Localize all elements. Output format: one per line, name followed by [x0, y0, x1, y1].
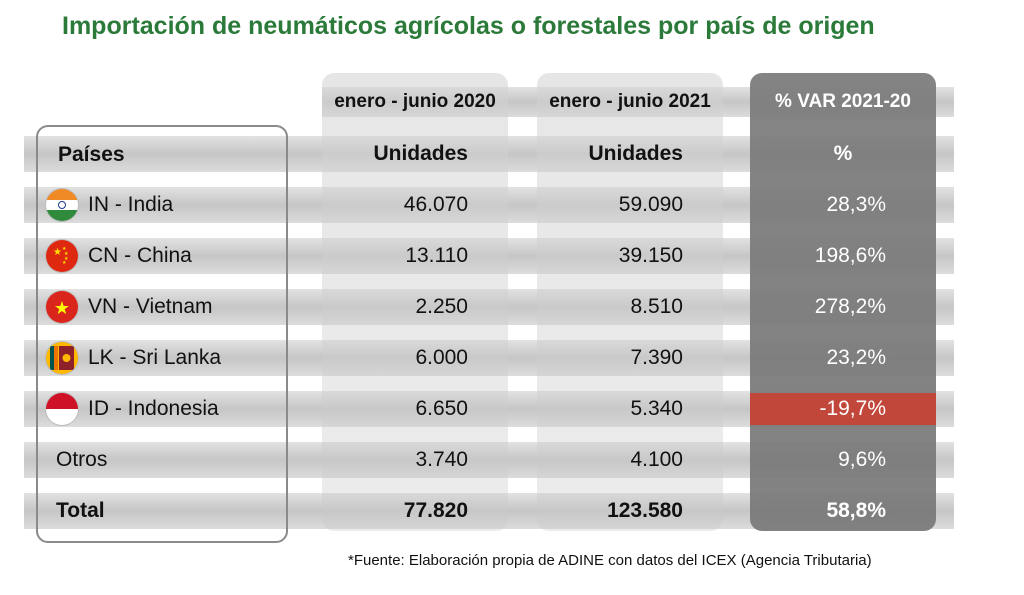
column-2020 — [322, 73, 508, 531]
var-cell: 9,6% — [838, 448, 886, 471]
units-2020-cell: 13.110 — [405, 244, 468, 267]
units-2021-cell: 7.390 — [630, 346, 683, 369]
units-2020-cell: 6.650 — [415, 397, 468, 420]
india-flag-icon — [46, 189, 78, 221]
china-flag-icon: ★ ★ ★ ★ ★ — [46, 240, 78, 272]
var-cell-negative: -19,7% — [819, 397, 886, 420]
period-header-2021: enero - junio 2021 — [549, 91, 711, 112]
units-2021-cell: 5.340 — [630, 397, 683, 420]
column-2021 — [537, 73, 723, 531]
var-cell: 278,2% — [814, 295, 886, 318]
header-unidades-2021: Unidades — [588, 142, 683, 165]
svg-text:★: ★ — [64, 256, 69, 262]
svg-text:★: ★ — [62, 246, 67, 252]
svg-text:★: ★ — [53, 247, 62, 258]
country-column-frame — [36, 125, 288, 543]
total-2020-cell: 77.820 — [403, 499, 468, 522]
var-cell: 28,3% — [826, 193, 886, 216]
header-percent: % — [833, 142, 853, 165]
header-paises: Países — [58, 143, 125, 166]
svg-text:★: ★ — [54, 298, 70, 319]
period-header-2020: enero - junio 2020 — [334, 91, 496, 112]
sri-lanka-flag-icon — [46, 342, 78, 374]
units-2021-cell: 39.150 — [618, 244, 683, 267]
units-2020-cell: 3.740 — [415, 448, 468, 471]
var-cell: 198,6% — [814, 244, 886, 267]
column-var — [750, 73, 936, 531]
units-2021-cell: 8.510 — [630, 295, 683, 318]
country-label: IN - India — [88, 193, 174, 216]
var-cell: 23,2% — [826, 346, 886, 369]
period-header-var: % VAR 2021-20 — [775, 91, 911, 112]
units-2020-cell: 6.000 — [415, 346, 468, 369]
negative-highlight — [750, 393, 936, 425]
country-label: Otros — [56, 448, 108, 471]
country-label: CN - China — [88, 244, 192, 267]
total-label: Total — [56, 499, 105, 522]
country-label: VN - Vietnam — [88, 295, 213, 318]
total-2021-cell: 123.580 — [607, 499, 683, 522]
vietnam-flag-icon: ★ — [46, 291, 78, 323]
units-2020-cell: 2.250 — [415, 295, 468, 318]
svg-text:★: ★ — [62, 260, 67, 266]
units-2020-cell: 46.070 — [403, 193, 468, 216]
source-note: *Fuente: Elaboración propia de ADINE con… — [348, 552, 872, 569]
page-title: Importación de neumáticos agrícolas o fo… — [62, 12, 875, 40]
svg-text:★: ★ — [64, 251, 69, 257]
country-label: LK - Sri Lanka — [88, 346, 222, 369]
total-var-cell: 58,8% — [826, 499, 886, 522]
header-unidades-2020: Unidades — [373, 142, 468, 165]
units-2021-cell: 59.090 — [618, 193, 683, 216]
indonesia-flag-icon — [46, 393, 78, 425]
country-label: ID - Indonesia — [88, 397, 219, 420]
units-2021-cell: 4.100 — [630, 448, 683, 471]
